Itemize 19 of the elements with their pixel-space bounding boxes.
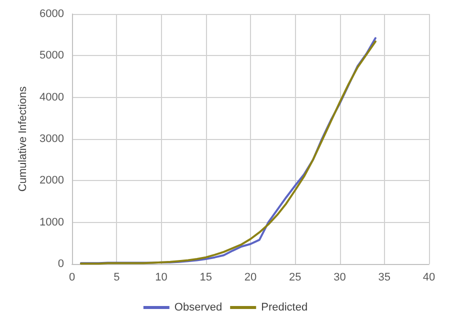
x-tick-label: 25 xyxy=(289,272,302,284)
y-tick-label: 3000 xyxy=(40,133,64,145)
x-tick-label: 0 xyxy=(68,272,76,284)
legend-label: Predicted xyxy=(261,302,308,314)
y-tick-label: 2000 xyxy=(40,174,64,187)
y-tick-label: 1000 xyxy=(40,216,64,228)
y-tick-label: 5000 xyxy=(40,50,64,62)
x-tick-label: 5 xyxy=(114,272,120,284)
y-tick-label: 6000 xyxy=(40,8,64,20)
y-axis-title: Cumulative Infections xyxy=(17,86,30,192)
x-tick-label: 35 xyxy=(378,272,390,284)
y-tick-label: 4000 xyxy=(40,91,64,104)
x-tick-label: 10 xyxy=(155,272,168,284)
x-tick-label: 15 xyxy=(200,272,212,284)
x-tick-label: 30 xyxy=(334,272,346,284)
x-tick-label: 40 xyxy=(422,272,436,284)
x-tick-label: 20 xyxy=(244,272,257,284)
legend-label: Observed xyxy=(174,302,222,314)
y-tick-label: 0 xyxy=(58,258,64,270)
